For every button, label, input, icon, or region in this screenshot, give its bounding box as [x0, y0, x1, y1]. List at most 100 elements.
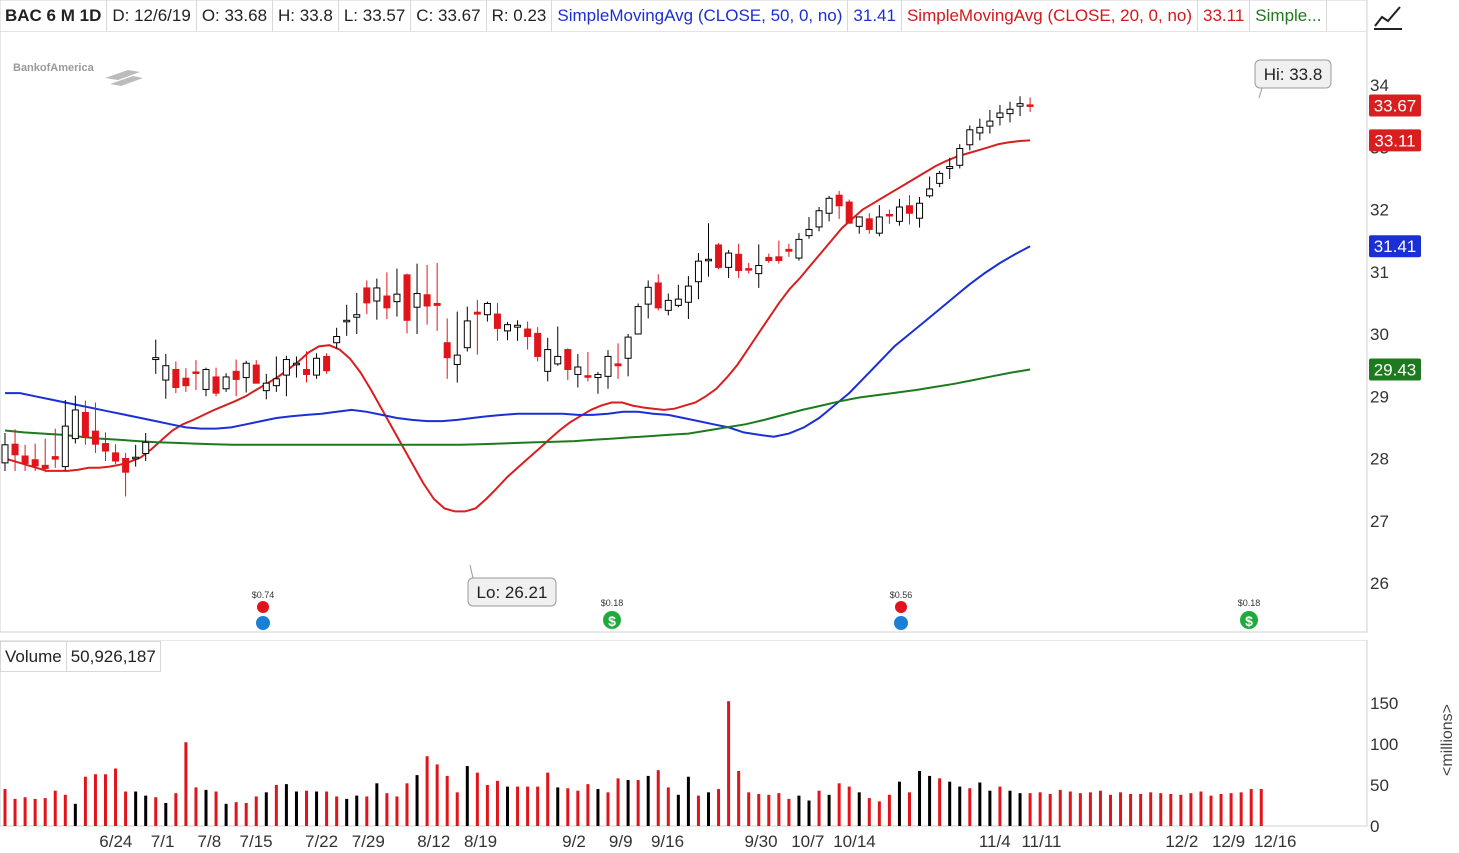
- candle-body: [574, 366, 582, 375]
- price-badge-text: 29.43: [1374, 360, 1417, 379]
- candle: [483, 301, 491, 322]
- candle: [262, 373, 270, 400]
- sma-more-label[interactable]: Simple...: [1250, 0, 1328, 31]
- volume-bar: [1048, 793, 1052, 826]
- volume-bar: [576, 790, 580, 826]
- dividend-icon: [1240, 611, 1258, 629]
- volume-bar: [144, 795, 148, 826]
- volume-bar: [1149, 792, 1153, 826]
- candle-body: [292, 362, 300, 366]
- candle-body: [473, 311, 481, 315]
- logo-flag-icon: [105, 70, 143, 86]
- ma-line-1: [4, 139, 1031, 513]
- volume-bar: [1189, 793, 1193, 826]
- candle-body: [313, 357, 321, 376]
- volume-bar: [1018, 793, 1022, 826]
- candle: [554, 326, 562, 366]
- volume-bar: [737, 770, 741, 826]
- volume-bar: [345, 798, 349, 826]
- volume-bar: [1058, 789, 1062, 826]
- study-header: BAC 6 M 1D D: 12/6/19 O: 33.68 H: 33.8 L…: [0, 0, 1366, 32]
- candle: [946, 157, 954, 179]
- candle: [694, 253, 702, 300]
- candle: [51, 428, 59, 468]
- date-tick-label: 9/30: [744, 832, 777, 851]
- candle-body: [31, 459, 39, 467]
- price-badge-bg: [1369, 94, 1421, 117]
- event-markers: $0.74 $0.18 $ $0.56 $0.18 $: [252, 590, 1260, 630]
- candle-body: [885, 213, 893, 217]
- candle: [222, 373, 230, 392]
- price-tick-label: 30: [1370, 325, 1389, 344]
- volume-bar: [928, 775, 932, 826]
- volume-bar: [395, 796, 399, 826]
- volume-bar: [1179, 794, 1183, 826]
- candle-body: [604, 355, 612, 377]
- candle-body: [674, 298, 682, 306]
- volume-bar: [1209, 795, 1213, 826]
- volume-bar: [164, 803, 168, 826]
- volume-bar: [194, 787, 198, 826]
- date-tick-label: 10/7: [791, 832, 824, 851]
- volume-chart[interactable]: 0 50 100 150 6/24 7/1 7/8 7/15 7/22 7/29 8/12 8/19…: [0, 640, 1459, 853]
- candle-body: [825, 197, 833, 214]
- volume-bar: [847, 786, 851, 826]
- candle: [956, 144, 964, 169]
- volume-bar: [988, 790, 992, 826]
- candle: [292, 356, 300, 378]
- candle-body: [202, 368, 210, 390]
- candle: [71, 395, 79, 444]
- candle: [21, 444, 29, 471]
- volume-bar: [274, 784, 278, 826]
- volume-bar: [948, 781, 952, 826]
- candle: [172, 361, 180, 394]
- date-tick-label: 12/9: [1212, 832, 1245, 851]
- volume-bar: [566, 788, 570, 826]
- candle: [765, 253, 773, 264]
- candle: [443, 318, 451, 379]
- price-axis: 262728293031323334: [1366, 0, 1389, 632]
- candle: [795, 233, 803, 261]
- volume-bar: [596, 789, 600, 826]
- volume-bar: [817, 790, 821, 826]
- sma20-value: 33.11: [1198, 0, 1251, 31]
- lo-callout: Lo: 26.21: [467, 564, 557, 607]
- candle: [634, 303, 642, 335]
- volume-bar: [636, 780, 640, 826]
- volume-bar: [315, 791, 319, 826]
- symbol-label[interactable]: BAC 6 M 1D: [0, 0, 108, 31]
- volume-bar: [867, 798, 871, 826]
- date-tick-label: 8/19: [464, 832, 497, 851]
- candle-body: [926, 188, 934, 197]
- date-label: D: 12/6/19: [107, 0, 197, 31]
- candle-body: [443, 342, 451, 359]
- candle: [654, 274, 662, 311]
- drawing-tool-icon[interactable]: [1371, 2, 1405, 32]
- volume-bar: [1008, 790, 1012, 826]
- volume-tick-label: 100: [1370, 735, 1398, 754]
- candle-body: [634, 306, 642, 335]
- price-chart[interactable]: BankofAmerica 262728293031323334 $0.74$0…: [0, 0, 1459, 640]
- candle: [805, 216, 813, 239]
- moving-averages: [4, 139, 1031, 513]
- volume-bar: [73, 803, 77, 826]
- candle-body: [715, 244, 723, 268]
- candle-body: [755, 265, 763, 275]
- candle: [936, 170, 944, 188]
- volume-bar: [1249, 789, 1253, 826]
- sma50-value: 31.41: [848, 0, 902, 31]
- volume-bar: [727, 701, 731, 826]
- volume-bar: [978, 782, 982, 826]
- candle-body: [423, 294, 431, 307]
- volume-tick-label: 0: [1370, 817, 1379, 836]
- candle: [91, 402, 99, 453]
- candle: [433, 263, 441, 331]
- date-tick-label: 9/2: [562, 832, 586, 851]
- volume-bar: [626, 780, 630, 826]
- sma20-study-label[interactable]: SimpleMovingAvg (CLOSE, 20, 0, no): [902, 0, 1199, 31]
- date-tick-label: 7/22: [305, 832, 338, 851]
- volume-bar: [405, 783, 409, 826]
- sma50-study-label[interactable]: SimpleMovingAvg (CLOSE, 50, 0, no): [552, 0, 849, 31]
- candle-body: [895, 206, 903, 222]
- candle: [514, 320, 522, 341]
